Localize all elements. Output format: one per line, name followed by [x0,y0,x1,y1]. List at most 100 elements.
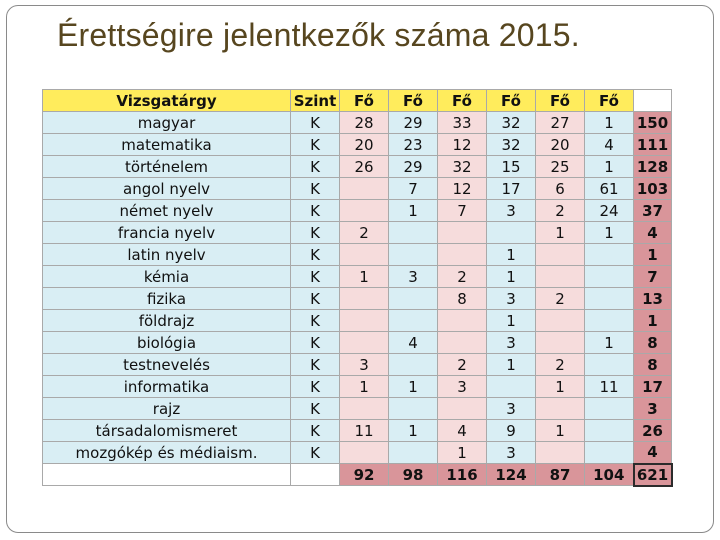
subject-cell: magyar [42,111,291,134]
count-cell [388,441,438,464]
grand-total-cell: 621 [632,462,673,487]
subject-cell: matematika [42,133,291,156]
table-row: fizika K 8 3 2 13 [42,287,672,310]
count-cell [339,177,389,200]
count-cell: 2 [535,199,585,222]
count-cell: 12 [437,177,487,200]
table-row: rajz K 3 3 [42,397,672,420]
count-cell [535,331,585,354]
level-cell: K [290,441,340,464]
count-cell [339,331,389,354]
count-cell: 12 [437,133,487,156]
count-cell [388,397,438,420]
totals-row: 92 98 116 124 87 104 621 [42,462,673,487]
row-sum-cell: 103 [633,177,672,200]
count-cell [339,309,389,332]
subject-cell: angol nyelv [42,177,291,200]
count-cell [388,309,438,332]
table-row: kémia K 1 3 2 1 7 [42,265,672,288]
count-cell: 17 [486,177,536,200]
count-cell: 3 [388,265,438,288]
level-cell: K [290,397,340,420]
level-cell: K [290,353,340,376]
count-cell [584,397,634,420]
count-cell: 1 [535,375,585,398]
count-cell: 1 [437,441,487,464]
column-total-cell: 104 [584,463,634,486]
count-cell: 2 [535,353,585,376]
count-cell: 1 [584,111,634,134]
table-row: testnevelés K 3 2 1 2 8 [42,353,672,376]
header-count-4: Fő [486,89,536,112]
subject-cell: történelem [42,155,291,178]
subject-cell: latin nyelv [42,243,291,266]
count-cell: 3 [486,287,536,310]
count-cell: 3 [486,441,536,464]
count-cell [339,243,389,266]
count-cell: 2 [339,221,389,244]
count-cell: 1 [584,155,634,178]
subject-cell: informatika [42,375,291,398]
count-cell [584,441,634,464]
table-row: történelem K 26 29 32 15 25 1 128 [42,155,672,178]
row-sum-cell: 111 [633,133,672,156]
subject-cell: biológia [42,331,291,354]
count-cell: 1 [486,353,536,376]
count-cell: 27 [535,111,585,134]
row-sum-cell: 3 [633,397,672,420]
count-cell: 25 [535,155,585,178]
row-sum-cell: 4 [633,441,672,464]
count-cell: 11 [339,419,389,442]
exam-applicants-table: Vizsgatárgy Szint Fő Fő Fő Fő Fő Fő magy… [42,89,673,487]
count-cell [584,419,634,442]
row-sum-cell: 7 [633,265,672,288]
count-cell: 1 [535,221,585,244]
totals-empty-cell [42,463,291,486]
count-cell: 2 [437,265,487,288]
count-cell [388,353,438,376]
slide-title: Érettségire jelentkezők száma 2015. [57,17,580,53]
level-cell: K [290,199,340,222]
level-cell: K [290,177,340,200]
count-cell [584,287,634,310]
count-cell: 2 [437,353,487,376]
count-cell [437,221,487,244]
table-row: francia nyelv K 2 1 1 4 [42,221,672,244]
count-cell [486,375,536,398]
header-subject: Vizsgatárgy [42,89,291,112]
count-cell: 29 [388,155,438,178]
row-sum-cell: 1 [633,309,672,332]
count-cell: 61 [584,177,634,200]
count-cell: 32 [486,111,536,134]
count-cell: 4 [584,133,634,156]
count-cell [535,397,585,420]
header-count-2: Fő [388,89,438,112]
count-cell: 1 [339,265,389,288]
count-cell: 1 [388,419,438,442]
count-cell: 32 [437,155,487,178]
count-cell [584,243,634,266]
count-cell: 11 [584,375,634,398]
count-cell: 3 [486,331,536,354]
column-total-cell: 124 [486,463,536,486]
count-cell [339,287,389,310]
count-cell [339,397,389,420]
subject-cell: mozgókép és médiaism. [42,441,291,464]
count-cell: 1 [339,375,389,398]
count-cell: 1 [584,331,634,354]
table-row: angol nyelv K 7 12 17 6 61 103 [42,177,672,200]
count-cell: 20 [535,133,585,156]
level-cell: K [290,265,340,288]
count-cell: 23 [388,133,438,156]
count-cell: 3 [437,375,487,398]
count-cell: 26 [339,155,389,178]
table-row: latin nyelv K 1 1 [42,243,672,266]
count-cell: 1 [584,221,634,244]
count-cell [535,309,585,332]
count-cell: 1 [388,199,438,222]
count-cell: 1 [486,309,536,332]
count-cell: 20 [339,133,389,156]
row-sum-cell: 26 [633,419,672,442]
row-sum-cell: 150 [633,111,672,134]
subject-cell: kémia [42,265,291,288]
